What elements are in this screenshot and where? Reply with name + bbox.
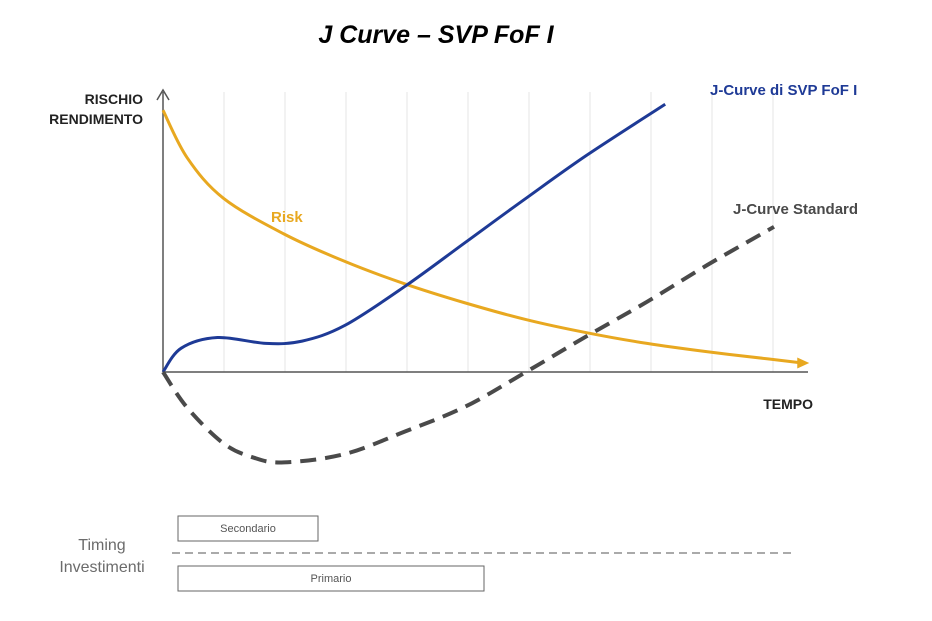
risk-series-line [161,109,799,364]
timing-label-line2: Investimenti [59,559,144,576]
x-axis-label: TEMPO [763,396,813,412]
grid-lines [223,92,774,372]
risk-series-label: Risk [271,209,303,226]
y-axis-arrow [156,88,170,101]
primary-timing-label: Primario [311,573,352,585]
y-axis-label-line2: RENDIMENTO [49,111,143,127]
y-axis-label-line1: RISCHIO [85,91,143,107]
chart-title: J Curve – SVP FoF I [318,21,554,49]
secondary-timing-box [177,515,319,542]
primary-timing-box [177,565,485,592]
standard-jcurve-series-line [161,225,776,465]
timing-label-line1: Timing [78,537,125,554]
standard-jcurve-series-label: J-Curve Standard [733,201,858,218]
svp-jcurve-series-line [161,103,667,373]
series-layer [161,103,810,465]
secondary-timing-label: Secondario [220,523,276,535]
risk-arrowhead [797,357,810,369]
svp-jcurve-series-label: J-Curve di SVP FoF I [710,82,857,99]
